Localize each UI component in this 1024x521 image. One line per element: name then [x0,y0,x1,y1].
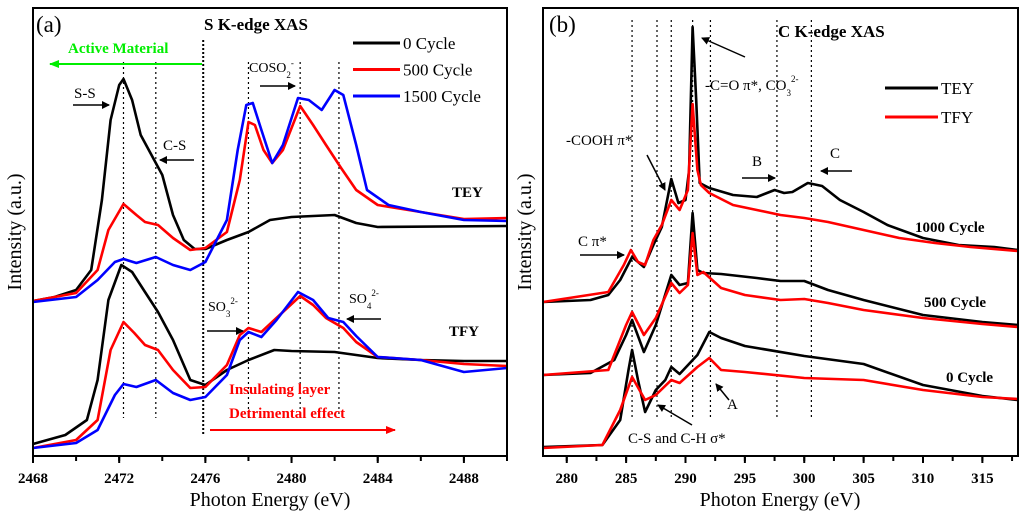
so3-text: SO [208,300,226,315]
co-sup: 2- [791,74,799,84]
panel-a-x-tick-label: 2480 [277,471,307,487]
so4-sup: 2- [371,288,379,298]
panel-a-ylabel: Intensity (a.u.) [4,173,26,290]
panel-a-series-tey-500-cycle [32,104,508,303]
panel-a-series-tey-1500-cycle [32,88,508,304]
insulating-layer-label: Insulating layer [229,382,331,398]
panel-b-x-tick-label: 315 [971,471,994,487]
cs-ch-arrow [657,404,693,426]
panel-b-series-1000-cycle-tey [542,25,1019,304]
panel-b-legend-label: TFY [941,108,973,127]
panel-a-label: (a) [36,12,62,37]
cooh-label: -COOH π* [566,133,632,149]
coso2-text: COSO [249,61,286,76]
active-material-label: Active Material [68,41,168,57]
panel-a-x-tick-label: 2476 [190,471,221,487]
a-arrow [715,383,730,401]
panel-a-legend: 0 Cycle 500 Cycle 1500 Cycle [353,34,481,106]
so3-sup: 2- [230,296,238,306]
panel-b-x-tick-label: 300 [793,471,816,487]
panel-a-x-tick-label: 2468 [18,471,48,487]
coso2-sub: 2 [286,70,291,80]
panel-a-frame [32,7,508,457]
coso2-sup: - [291,58,294,68]
co-text: -C=O π*, CO [705,78,787,94]
panel-a-x-tick-label: 2472 [104,471,134,487]
cycle-500-label: 500 Cycle [924,295,986,311]
so4-sub: 4 [367,301,372,311]
panel-b-x-tick-label: 280 [556,471,579,487]
ss-label: S-S [74,86,96,102]
so3-label: SO3 2- [208,296,238,319]
cs-label: C-S [163,138,186,154]
b-label: B [752,154,762,170]
coso2-label: COSO2- [249,58,294,80]
panel-a-xlabel: Photon Energy (eV) [190,489,351,511]
panel-b-series-0-cycle-tfy [542,356,1019,450]
panel-b-series-0-cycle-tey [542,330,1019,449]
panel-b-x-tick-label: 295 [734,471,757,487]
panel-b-series-500-cycle-tey [542,211,1019,377]
c-label: C [830,146,840,162]
panel-a-series-tey-0-cycle [32,77,508,303]
cycle-1000-label: 1000 Cycle [915,220,985,236]
so4-text: SO [349,292,367,307]
panel-b-series-1000-cycle-tfy [542,102,1019,304]
panel-b-ylabel: Intensity (a.u.) [514,173,536,290]
cs-ch-label: C-S and C-H σ* [628,431,726,447]
panel-b-x-tick-label: 290 [674,471,697,487]
cooh-arrow [646,154,666,191]
panel-a-series-tfy-0-cycle [32,263,507,446]
panel-b-series-500-cycle-tfy [542,231,1019,377]
panel-b-label: (b) [549,12,576,37]
a-label: A [727,397,738,413]
panel-a-x-tick-label: 2484 [363,471,394,487]
panel-a: 2468 2472 2476 2480 2484 2488 (a) S K-edge XA… [4,7,508,511]
panel-a-legend-label: 0 Cycle [403,34,455,53]
co-label: -C=O π*, CO32- [705,74,798,98]
tey-group-label: TEY [452,185,483,201]
panel-b-xlabel: Photon Energy (eV) [700,489,861,511]
so3-sub: 3 [226,309,231,319]
detrimental-effect-label: Detrimental effect [229,406,345,422]
panel-b-x-tick-label: 310 [912,471,935,487]
panel-b-frame [542,7,1019,457]
panel-a-series-tfy-1500-cycle [32,290,508,450]
panel-b: 280 285 290 295 300 305 310 315 (b) C K-edge XA… [514,7,1019,511]
cpi-label: C π* [578,234,607,250]
panel-b-legend: TEY TFY [885,79,974,127]
cycle-0-label: 0 Cycle [946,370,993,386]
co-arrow [701,37,746,58]
co-sub: 3 [786,88,791,98]
so4-label: SO4 2- [349,288,379,311]
panel-b-x-tick-label: 305 [852,471,875,487]
panel-a-series-tfy-500-cycle [32,294,508,450]
panel-b-legend-label: TEY [941,79,974,98]
tfy-group-label: TFY [449,324,479,340]
panel-b-title: C K-edge XAS [778,22,885,41]
panel-a-x-tick-label: 2488 [449,471,479,487]
panel-b-x-tick-label: 285 [615,471,638,487]
panel-a-title: S K-edge XAS [204,15,308,34]
panel-a-legend-label: 1500 Cycle [403,87,481,106]
panel-a-legend-label: 500 Cycle [403,61,472,80]
